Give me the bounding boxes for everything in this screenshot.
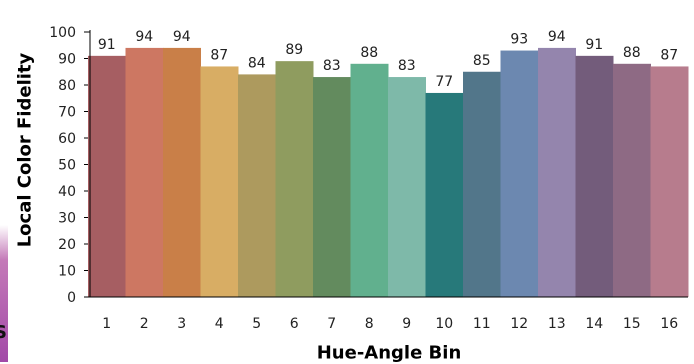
y-tick-label: 70 <box>58 105 76 121</box>
y-axis-title: Local Color Fidelity <box>14 52 36 248</box>
x-tick-label: 7 <box>327 316 336 332</box>
x-tick-label: 13 <box>548 316 566 332</box>
x-tick-label: 4 <box>215 316 224 332</box>
x-tick-label: 16 <box>660 316 678 332</box>
y-tick-label: 0 <box>67 290 76 306</box>
x-tick-label: 1 <box>102 316 111 332</box>
x-tick-label: 8 <box>365 316 374 332</box>
bar <box>538 47 576 298</box>
x-tick-label: 2 <box>140 316 149 332</box>
bar-value-label: 89 <box>285 42 303 58</box>
x-axis-title: Hue-Angle Bin <box>316 342 462 364</box>
bar-value-label: 87 <box>210 47 228 63</box>
x-tick-label: 15 <box>623 316 641 332</box>
x-tick-label: 12 <box>510 316 528 332</box>
bar-value-label: 88 <box>623 45 641 61</box>
bar <box>125 47 164 298</box>
bar-value-label: 77 <box>435 74 453 90</box>
bar <box>650 66 689 297</box>
bar-value-label: 87 <box>660 47 678 63</box>
y-tick-label: 100 <box>49 25 76 41</box>
y-tick-label: 50 <box>58 158 76 174</box>
bar <box>613 63 651 297</box>
bar-value-label: 83 <box>398 58 416 74</box>
x-tick-label: 11 <box>473 316 491 332</box>
bar <box>163 47 201 298</box>
bar-value-label: 88 <box>360 45 378 61</box>
bar-value-label: 93 <box>510 32 528 48</box>
bar <box>275 61 314 298</box>
bar-value-label: 85 <box>473 53 491 69</box>
bar <box>463 71 501 297</box>
y-tick-label: 60 <box>58 131 76 147</box>
y-tick-label: 20 <box>58 237 76 253</box>
x-tick-label: 6 <box>290 316 299 332</box>
bar-value-label: 94 <box>173 29 191 45</box>
y-tick-label: 90 <box>58 52 76 68</box>
bar-value-label: 83 <box>323 58 341 74</box>
bar <box>313 77 351 297</box>
x-tick-label: 9 <box>402 316 411 332</box>
x-tick-label: 3 <box>177 316 186 332</box>
bar-value-label: 84 <box>248 55 266 71</box>
bar-value-label: 91 <box>585 37 603 53</box>
bar <box>425 92 464 297</box>
bar <box>388 77 426 297</box>
bar <box>500 50 539 297</box>
bar <box>238 74 276 298</box>
bar-value-label: 91 <box>98 37 116 53</box>
bar <box>575 55 614 297</box>
x-tick-label: 14 <box>585 316 603 332</box>
bar <box>200 66 239 297</box>
left-edge-strip <box>0 0 8 362</box>
y-tick-label: 30 <box>58 211 76 227</box>
y-tick-label: 80 <box>58 78 76 94</box>
left-edge-glyph: S <box>0 322 7 343</box>
y-tick-label: 10 <box>58 264 76 280</box>
bar-value-label: 94 <box>548 29 566 45</box>
bar-value-label: 94 <box>135 29 153 45</box>
bar <box>88 55 126 297</box>
x-tick-label: 10 <box>435 316 453 332</box>
x-tick-label: 5 <box>252 316 261 332</box>
bar <box>350 63 389 297</box>
y-tick-label: 40 <box>58 184 76 200</box>
